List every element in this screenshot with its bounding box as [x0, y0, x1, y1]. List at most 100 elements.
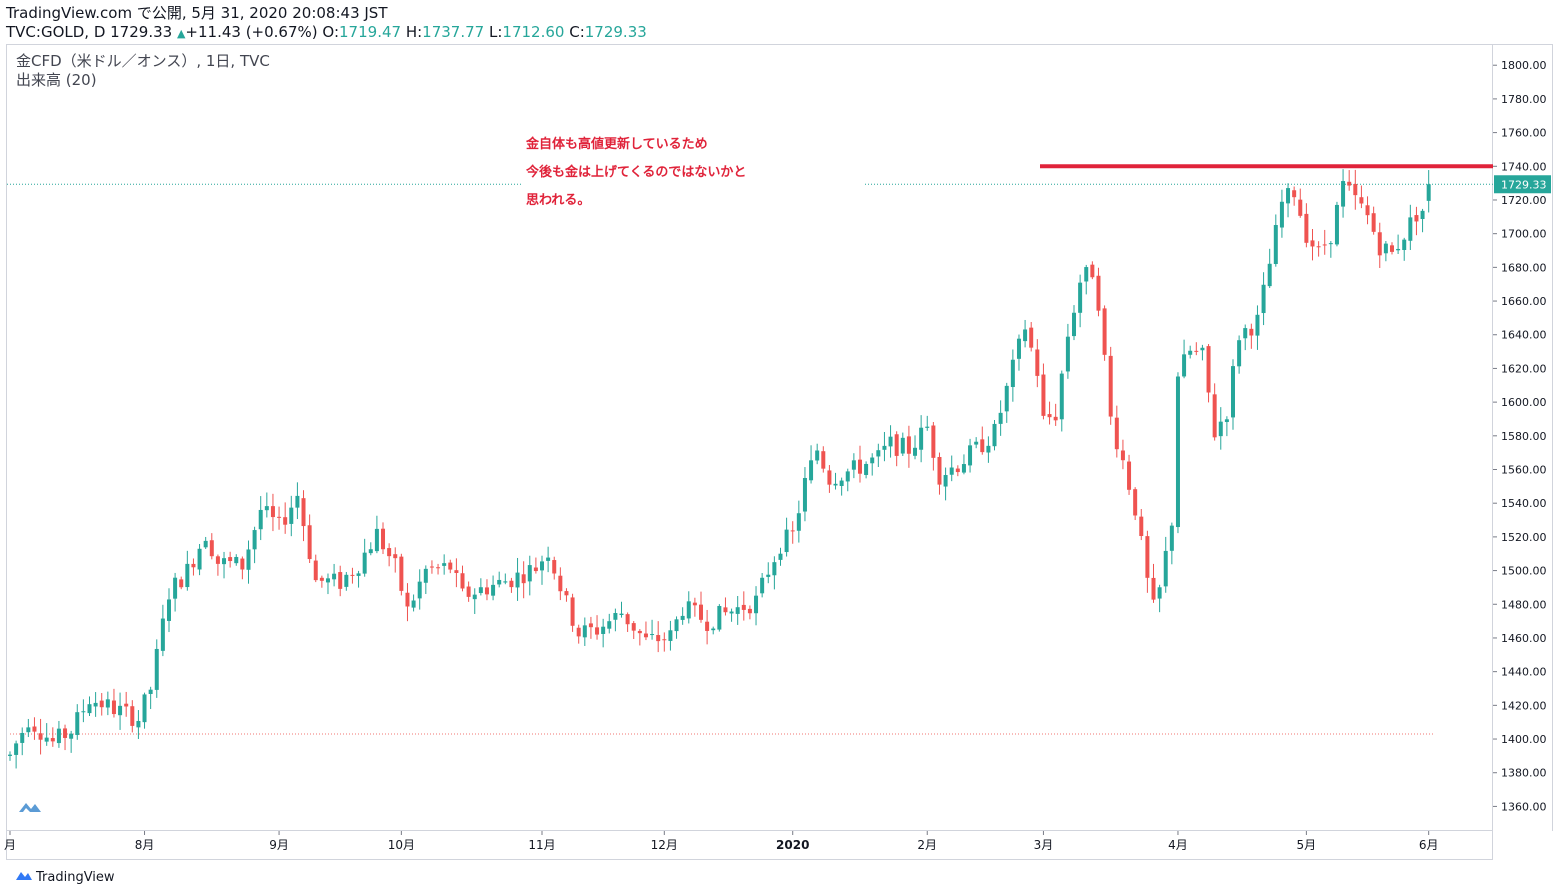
candle-body [576, 627, 581, 637]
candle-body [1016, 338, 1021, 359]
price-tick-label: 1680.00 [1501, 261, 1547, 274]
candle-body [851, 460, 856, 470]
time-axis[interactable] [6, 830, 1493, 860]
candle-body [1267, 263, 1272, 287]
candle-body [1365, 205, 1370, 216]
candle-body [1396, 248, 1401, 251]
candle-body [381, 528, 386, 550]
candle-body [240, 558, 245, 570]
candle-body [1249, 328, 1254, 336]
candle-body [1402, 239, 1407, 250]
candle-body [81, 711, 86, 713]
candle-body [63, 728, 68, 738]
candle-body [1353, 183, 1358, 196]
candle-body [1286, 188, 1291, 204]
candle-body [332, 573, 337, 580]
candle-body [368, 549, 373, 554]
price-tick-label: 1760.00 [1501, 127, 1547, 140]
candle-body [705, 621, 710, 631]
candle-body [1383, 243, 1388, 254]
candle-body [301, 498, 306, 527]
candle-body [1065, 336, 1070, 372]
candle-body [943, 475, 948, 487]
candle-body [289, 507, 294, 524]
candle-body [919, 427, 924, 450]
candle-body [595, 627, 600, 635]
footer-brand: TradingView [36, 869, 115, 885]
candle-body [1169, 525, 1174, 551]
candle-body [1273, 225, 1278, 265]
last-price-label: 1729.33 [1501, 178, 1547, 191]
candle-body [680, 615, 685, 620]
candle-body [283, 517, 288, 525]
chart-legend: 金CFD（米ドル／オンス）, 1日, TVC 出来高 (20) [16, 52, 270, 90]
candle-body [1023, 329, 1028, 342]
price-tick-label: 1380.00 [1501, 767, 1547, 780]
candle-body [607, 621, 612, 629]
candle-body [570, 597, 575, 626]
text-annotation[interactable]: 金自体も高値更新しているため 今後も金は上げてくるのではないかと 思われる。 [522, 131, 865, 215]
price-axis[interactable] [1493, 44, 1553, 831]
candle-body [1120, 450, 1125, 461]
candle-body [1328, 243, 1333, 245]
candle-body [1206, 346, 1211, 393]
candle-body [222, 558, 227, 565]
candle-body [295, 495, 300, 508]
candle-body [1182, 354, 1187, 377]
candle-body [515, 572, 520, 588]
candle-body [246, 549, 251, 570]
candle-body [643, 633, 648, 638]
candle-body [723, 607, 728, 613]
price-tick-label: 1600.00 [1501, 396, 1547, 409]
candle-body [1304, 213, 1309, 243]
legend-volume: 出来高 (20) [16, 71, 97, 89]
tradingview-watermark-icon [18, 798, 42, 818]
candle-body [136, 720, 141, 728]
candle-body [625, 614, 630, 625]
candle-body [1096, 275, 1101, 311]
candle-body [1218, 421, 1223, 437]
candle-body [1237, 340, 1242, 367]
candle-body [564, 591, 569, 596]
candle-body [1420, 210, 1425, 220]
price-tick-label: 1440.00 [1501, 666, 1547, 679]
candle-body [1243, 328, 1248, 339]
candle-body [87, 704, 92, 714]
candle-body [1426, 184, 1431, 201]
candle-body [405, 592, 410, 607]
candle-body [56, 728, 61, 744]
candle-body [258, 509, 263, 530]
price-tick-label: 1620.00 [1501, 362, 1547, 375]
candle-body [209, 540, 214, 557]
candle-body [913, 447, 918, 456]
open-value: 1719.47 [339, 23, 402, 41]
candle-body [588, 623, 593, 628]
candle-body [980, 439, 985, 453]
candle-body [754, 595, 759, 614]
candle-body [203, 540, 208, 548]
candle-body [387, 548, 392, 557]
symbol-info: TVC:GOLD, D 1729.33 [6, 23, 173, 41]
price-tick-label: 1360.00 [1501, 800, 1547, 813]
chart-pane[interactable] [6, 44, 1493, 831]
candle-body [1310, 240, 1315, 247]
candle-body [656, 635, 661, 642]
candle-body [270, 506, 275, 518]
candle-body [1139, 516, 1144, 537]
close-label: C: [569, 23, 585, 41]
candle-body [325, 578, 330, 583]
open-label: O: [322, 23, 340, 41]
footer[interactable]: TradingView [16, 869, 115, 885]
candle-body [338, 572, 343, 589]
candle-body [802, 477, 807, 512]
candle-body [417, 581, 422, 599]
candle-body [613, 613, 618, 620]
candle-body [729, 611, 734, 614]
candle-body [111, 700, 116, 715]
time-tick-label: 2月 [917, 838, 937, 852]
time-tick-label: 4月 [1168, 838, 1188, 852]
candle-body [906, 436, 911, 454]
candle-body [711, 628, 716, 631]
candle-body [344, 574, 349, 587]
